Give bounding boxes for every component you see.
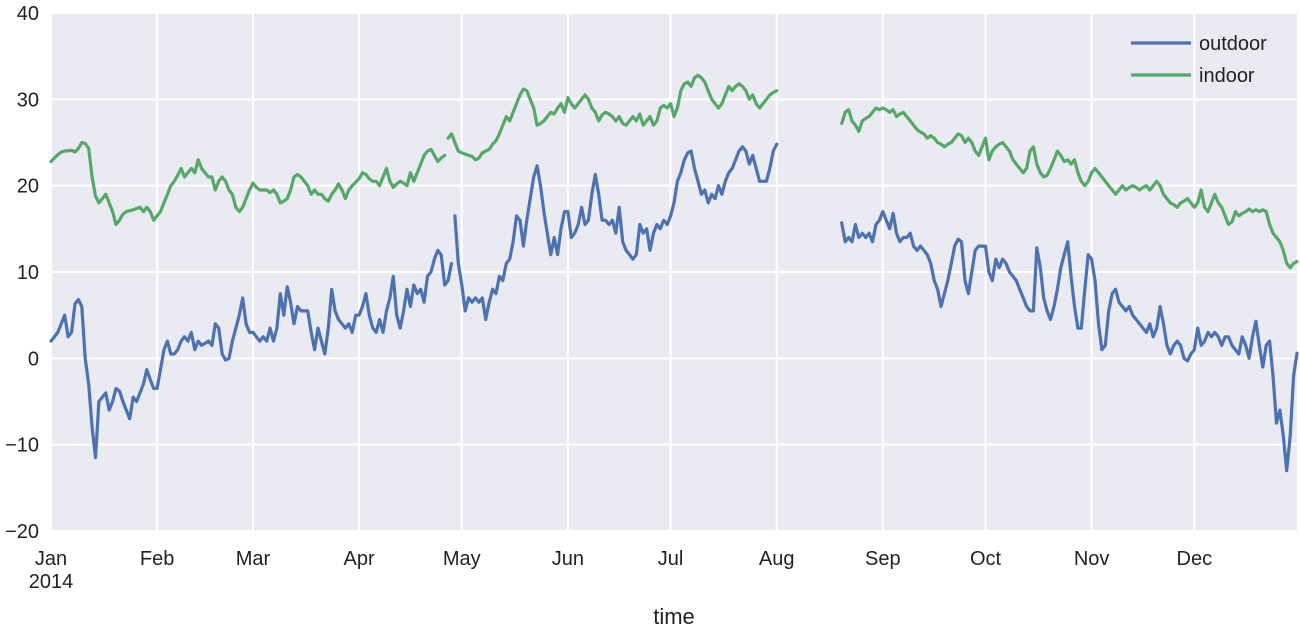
gridlines <box>50 12 1297 532</box>
y-tick-label: 30 <box>17 89 39 111</box>
y-tick-label: 0 <box>28 348 39 370</box>
x-tick-label: Dec <box>1177 548 1213 570</box>
x-axis-title: time <box>653 604 695 625</box>
y-tick-label: 10 <box>17 262 39 284</box>
x-tick-label: Feb <box>140 548 174 570</box>
x-tick-label: Jun <box>552 548 584 570</box>
x-tick-label: Mar <box>236 548 271 570</box>
legend-label-indoor: indoor <box>1199 65 1255 87</box>
series-lines <box>49 73 1299 473</box>
x-tick-label: Sep <box>865 548 901 570</box>
y-tick-label: 20 <box>17 176 39 198</box>
y-tick-label: 40 <box>17 3 39 25</box>
x-tick-label: Oct <box>970 548 1002 570</box>
legend-label-outdoor: outdoor <box>1199 33 1267 55</box>
x-tick-label: Apr <box>344 548 375 570</box>
series-line-outdoor <box>49 142 1299 473</box>
y-tick-label: −20 <box>5 521 39 543</box>
x-tick-label: Aug <box>759 548 795 570</box>
y-tick-label: −10 <box>5 435 39 457</box>
x-tick-label: Jan <box>35 548 67 570</box>
x-tick-label: Jul <box>658 548 684 570</box>
series-line-indoor <box>49 73 1299 270</box>
legend: outdoor indoor <box>1131 33 1267 87</box>
x-tick-label: Nov <box>1074 548 1110 570</box>
x-tick-sublabel: 2014 <box>29 571 74 593</box>
x-tick-label: May <box>443 548 481 570</box>
